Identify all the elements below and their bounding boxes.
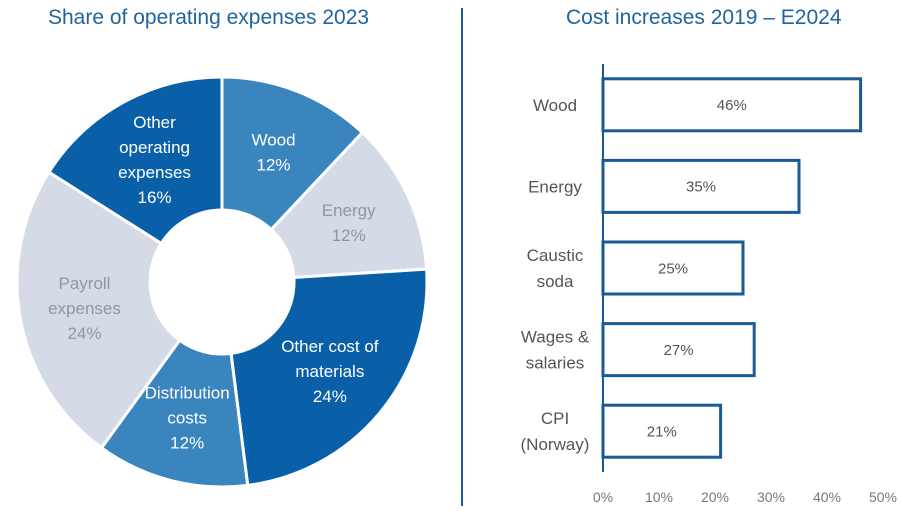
slice-label: Payroll expenses 24% <box>48 274 121 343</box>
bar-value-label: 27% <box>664 342 694 359</box>
x-tick-label: 40% <box>813 489 841 505</box>
category-label: Wood <box>533 96 577 115</box>
donut-slice <box>99 338 250 489</box>
bar-value-label: 21% <box>647 423 677 440</box>
category-label: Caustic soda <box>527 246 584 291</box>
slice-label: Energy 12% <box>322 201 376 245</box>
chart-divider <box>461 8 463 506</box>
bar-value-label: 25% <box>658 260 688 277</box>
bar-value-label: 46% <box>717 97 747 114</box>
donut-slice <box>220 75 365 232</box>
bar <box>601 158 801 214</box>
x-tick-label: 0% <box>593 489 613 505</box>
bar-value-label: 35% <box>686 179 716 196</box>
category-label: Energy <box>528 177 582 196</box>
donut-chart: Wood 12% Energy 12% Other cost of materials 24… <box>15 75 429 489</box>
slice-label: Distribution costs 12% <box>145 384 230 453</box>
donut-chart-title: Share of operating expenses 2023 <box>48 6 370 29</box>
bar <box>601 322 756 378</box>
donut-slice <box>229 267 429 488</box>
x-tick-label: 50% <box>869 489 897 505</box>
donut-slice <box>269 130 429 280</box>
x-tick-label: 30% <box>757 489 785 505</box>
category-label: CPI (Norway) <box>521 409 590 454</box>
category-label: Wages & salaries <box>521 328 590 373</box>
slice-label: Other operating expenses 16% <box>118 113 191 207</box>
x-tick-label: 20% <box>701 489 729 505</box>
bar <box>601 77 863 133</box>
slice-label: Other cost of materials 24% <box>281 337 379 406</box>
x-tick-label: 10% <box>645 489 673 505</box>
bar-chart: 46% Wood 35% Energy 25% Caustic soda 27% Wages &… <box>521 64 897 505</box>
bar-chart-title: Cost increases 2019 – E2024 <box>566 6 842 29</box>
donut-slice <box>15 170 182 450</box>
donut-slice <box>46 75 224 246</box>
slice-label: Wood 12% <box>251 130 295 174</box>
